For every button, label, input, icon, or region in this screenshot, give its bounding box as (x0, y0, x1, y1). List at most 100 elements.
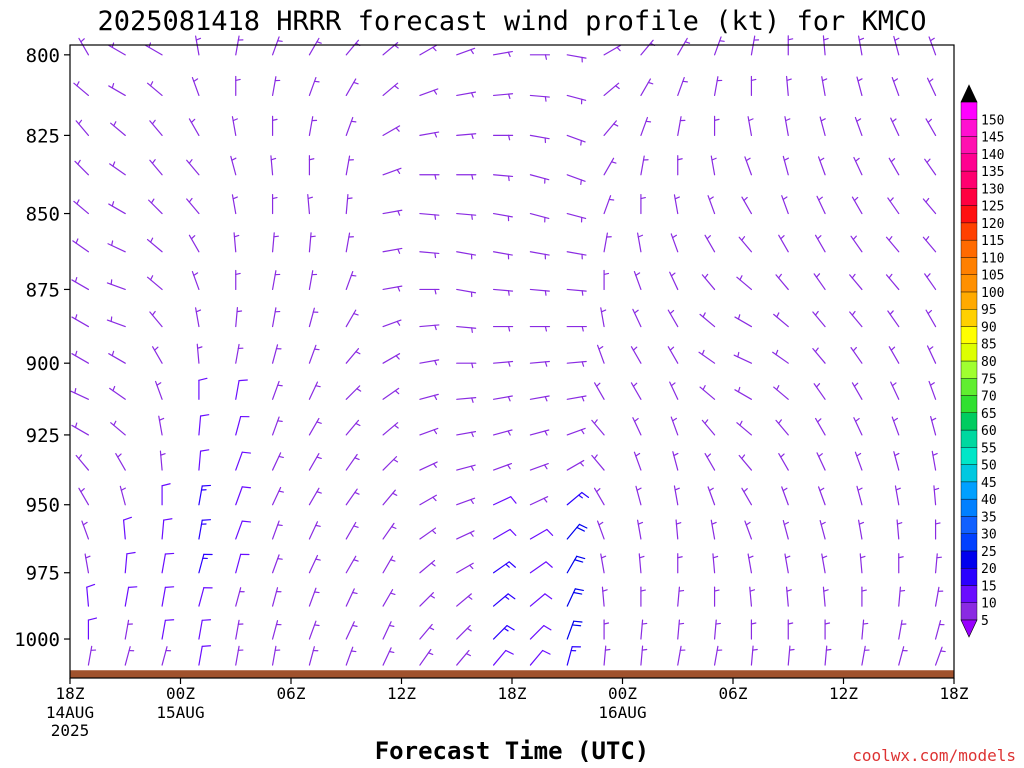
wind-barb-half-flag (927, 118, 932, 124)
wind-barb-half-flag (74, 350, 78, 357)
wind-barb (492, 134, 514, 141)
wind-barb-half-flag (712, 555, 719, 559)
wind-barb-staff (308, 587, 317, 607)
wind-barb-half-flag (788, 648, 795, 651)
wind-barb-staff (603, 157, 615, 176)
wind-barb-staff (456, 530, 475, 540)
wind-barb (161, 619, 175, 640)
wind-barb (887, 197, 900, 215)
wind-barb (861, 645, 870, 666)
wind-barb-half-flag (190, 118, 196, 124)
wind-barb-half-flag (888, 273, 893, 279)
wind-barb (146, 81, 163, 97)
wind-barb-staff (931, 450, 937, 471)
wind-barb-half-flag (507, 93, 511, 100)
wind-barb-staff (736, 422, 753, 436)
wind-barb-staff (713, 36, 722, 56)
wind-barb-half-flag (778, 419, 782, 425)
wind-barb (885, 236, 900, 253)
wind-barb-half-flag (706, 453, 711, 458)
wind-barb (591, 419, 605, 436)
wind-barb-staff (235, 415, 242, 436)
wind-barb-staff (600, 553, 605, 574)
wind-barb-half-flag (544, 325, 548, 332)
wind-barb (566, 134, 586, 146)
wind-barb-staff (345, 270, 354, 291)
wind-barb (890, 117, 900, 136)
wind-barb-half-flag (677, 556, 683, 559)
wind-barb (630, 346, 642, 364)
wind-barb-staff (81, 520, 90, 540)
wind-barb-flag (161, 483, 171, 487)
wind-barb-staff (233, 232, 237, 253)
wind-barb-staff (161, 586, 166, 607)
colorbar-label: 125 (981, 200, 1004, 215)
wind-barb-staff (775, 419, 789, 436)
wind-barb (198, 619, 212, 640)
wind-barb (419, 648, 434, 666)
wind-barb-half-flag (893, 78, 899, 82)
wind-barb (71, 277, 90, 291)
wind-barb-half-flag (926, 273, 931, 278)
wind-barb-staff (898, 646, 905, 666)
colorbar-label: 5 (981, 614, 989, 629)
wind-barb-half-flag (852, 235, 857, 241)
wind-barb-flag (201, 645, 212, 647)
plot-area (69, 35, 955, 679)
wind-barb (456, 133, 477, 139)
wind-barb-staff (456, 47, 476, 56)
wind-barb-staff (529, 429, 550, 436)
wind-barb-flag (86, 583, 96, 588)
wind-barb-half-flag (471, 174, 474, 180)
wind-barb (529, 134, 550, 144)
wind-barb-half-flag (193, 272, 199, 276)
wind-barb-half-flag (316, 421, 322, 424)
wind-barb-staff (308, 487, 320, 506)
wind-barb-half-flag (307, 196, 314, 200)
wind-barb-staff (819, 116, 826, 136)
wind-barb-staff (195, 307, 200, 328)
wind-barb-staff (456, 464, 476, 471)
wind-barb-staff (593, 382, 605, 400)
wind-barb-staff (747, 116, 753, 136)
colorbar-label: 100 (981, 286, 1004, 301)
wind-barb-staff (196, 343, 200, 364)
wind-barb (750, 619, 757, 640)
wind-barb (235, 520, 252, 540)
wind-barb (456, 288, 477, 298)
wind-barb-staff (699, 386, 716, 400)
wind-barb-staff (670, 416, 679, 436)
wind-barb (345, 232, 354, 253)
wind-barb (566, 555, 586, 574)
colorbar-segment (960, 360, 978, 379)
colorbar-segment (960, 602, 978, 621)
wind-barb (924, 158, 937, 176)
wind-barb-half-flag (351, 591, 358, 595)
wind-barb-staff (772, 351, 789, 364)
wind-barb-flag (164, 619, 175, 621)
wind-barb-staff (382, 353, 401, 364)
wind-barb-half-flag (471, 397, 474, 403)
wind-barb (271, 645, 281, 666)
wind-barb-staff (887, 310, 900, 328)
wind-barb (670, 416, 679, 436)
wind-barb-half-flag (76, 199, 80, 205)
wind-barb (456, 47, 476, 56)
wind-barb-staff (271, 270, 277, 291)
wind-barb-staff (637, 519, 642, 540)
wind-barb-staff (926, 345, 937, 364)
wind-barb (382, 522, 397, 540)
colorbar-label: 80 (981, 355, 997, 370)
wind-barb-half-flag (195, 309, 202, 313)
wind-barb (861, 586, 867, 607)
wind-barb (785, 586, 792, 607)
wind-barb-staff (110, 422, 126, 436)
wind-barb-staff (308, 417, 320, 436)
wind-barb (888, 346, 900, 364)
wind-barb (456, 251, 477, 260)
wind-barb-half-flag (715, 622, 721, 625)
wind-barb (124, 551, 136, 574)
wind-barb-staff (630, 382, 642, 400)
wind-barb (161, 586, 175, 607)
wind-barb-half-flag (678, 622, 685, 625)
